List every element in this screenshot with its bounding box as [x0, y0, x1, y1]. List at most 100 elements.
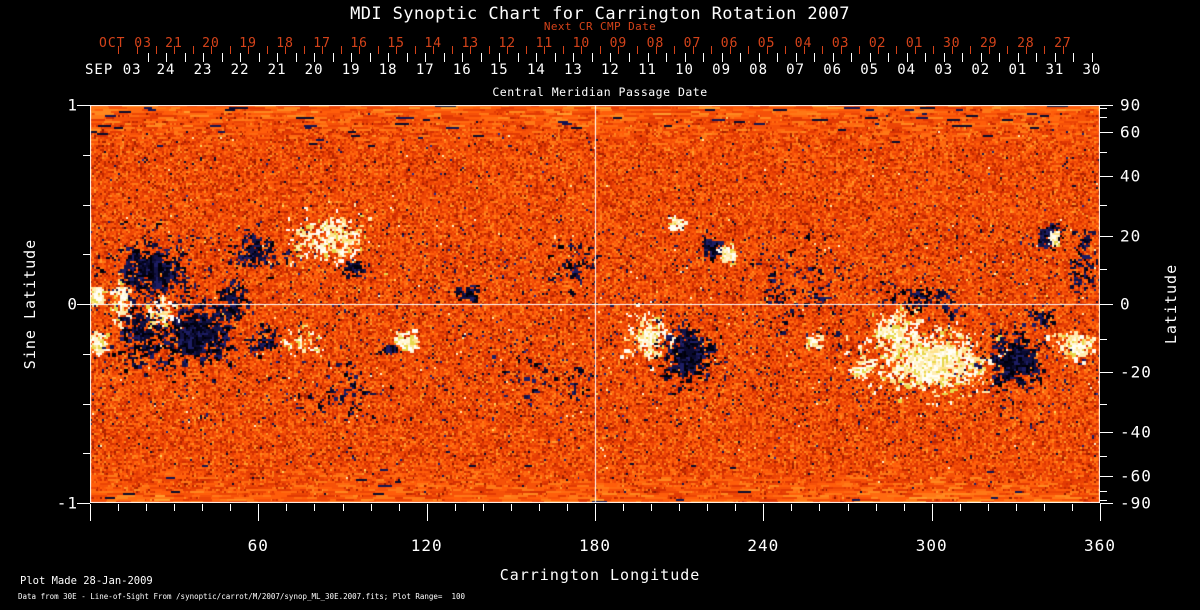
right-axis-tick [1100, 176, 1113, 178]
cmp-axis-tick [1091, 53, 1093, 62]
left-axis-tick [83, 403, 90, 405]
cmp-axis-tick [999, 53, 1001, 62]
cmp-axis-tick [462, 53, 464, 62]
right-axis-tick-label: -60 [1120, 466, 1152, 486]
next-cr-day-label: 19 [239, 36, 257, 51]
bottom-axis-title: Carrington Longitude [499, 566, 701, 584]
bottom-axis-tick [482, 504, 484, 511]
cmp-axis-tick [388, 53, 390, 62]
bottom-axis-tick [566, 504, 568, 511]
next-cr-axis-tick [748, 46, 750, 54]
bottom-axis-tick [174, 504, 176, 511]
next-cr-axis-tick [692, 46, 694, 54]
right-axis-tick [1100, 476, 1113, 478]
next-cr-axis-tick [155, 46, 157, 54]
cmp-axis-tick [1054, 53, 1056, 62]
next-cr-day-label: 07 [683, 36, 702, 51]
cmp-day-label: 12 [600, 62, 620, 78]
bottom-axis-tick [342, 504, 344, 511]
cmp-axis-tick [240, 53, 242, 62]
cmp-axis-tick [869, 53, 871, 62]
bottom-axis-tick [819, 504, 821, 511]
left-axis-tick [83, 254, 90, 256]
cmp-axis-tick [406, 53, 408, 62]
cmp-axis-tick [332, 53, 334, 62]
next-cr-axis-tick [544, 46, 546, 54]
right-axis-tick [1100, 456, 1107, 458]
next-cr-axis-tick [192, 46, 194, 54]
right-axis-tick-label: -40 [1120, 422, 1152, 442]
cmp-axis-tick [480, 53, 482, 62]
bottom-axis-tick [763, 504, 765, 521]
bottom-axis-tick [791, 504, 793, 511]
right-axis-tick [1100, 151, 1107, 153]
cmp-axis-tick [166, 53, 167, 62]
next-cr-axis-tick [1062, 46, 1064, 54]
right-axis-tick [1100, 117, 1107, 118]
bottom-axis-tick [118, 504, 120, 511]
cmp-axis-tick [906, 53, 908, 62]
next-cr-axis-tick [970, 46, 972, 54]
cmp-axis-tick [425, 53, 427, 62]
next-cr-day-label: 18 [276, 36, 294, 51]
cmp-day-label: 11 [638, 62, 657, 78]
bottom-axis-tick [987, 504, 989, 511]
right-axis-tick [1100, 372, 1113, 374]
bottom-axis-tick [1071, 504, 1073, 511]
cmp-axis-tick [925, 53, 927, 62]
next-cr-axis-tick [229, 46, 231, 54]
cmp-axis-tick [147, 53, 149, 62]
next-cr-day-label: 29 [979, 36, 998, 51]
right-axis-tick [1100, 235, 1113, 237]
bottom-axis-tick-label: 240 [747, 536, 780, 555]
left-axis-tick-label: -1 [56, 493, 78, 513]
bottom-axis-tick [931, 504, 933, 521]
cmp-axis-tick [573, 53, 575, 62]
cmp-axis-tick [221, 53, 223, 62]
bottom-axis-tick-label: 60 [247, 536, 269, 555]
cmp-day-label: 03 [934, 62, 954, 78]
next-cr-axis-tick [266, 46, 268, 54]
left-axis-tick-label: 1 [67, 95, 78, 115]
cmp-day-label: 19 [341, 62, 361, 78]
left-axis-tick-label: 0 [67, 294, 78, 314]
bottom-axis-tick [230, 504, 232, 511]
cmp-axis-tick [832, 53, 834, 62]
bottom-axis-tick [959, 504, 961, 511]
next-cr-axis-tick [988, 46, 990, 54]
right-axis-tick [1100, 500, 1107, 501]
next-cr-day-label: 13 [461, 36, 480, 51]
next-cr-axis-tick [840, 46, 842, 54]
next-cr-day-label: 11 [535, 36, 554, 51]
cmp-axis-tick [684, 53, 686, 62]
next-cr-axis-tick [896, 46, 898, 54]
bottom-axis-tick [707, 504, 709, 511]
right-axis-tick [1100, 131, 1113, 133]
cmp-axis-tick [943, 53, 945, 62]
cmp-axis-tick [314, 53, 316, 62]
next-cr-axis-tick [359, 46, 361, 54]
bottom-axis-tick [538, 504, 540, 511]
next-cr-axis-tick [729, 46, 731, 54]
bottom-axis-tick [426, 504, 428, 521]
left-axis-tick [83, 353, 90, 355]
next-cr-axis-tick [396, 46, 398, 54]
right-axis-tick-label: 90 [1120, 95, 1142, 115]
bottom-axis-tick [370, 504, 372, 511]
cmp-day-label: 16 [452, 62, 472, 78]
cmp-axis-tick [647, 53, 649, 62]
cmp-axis-tick [1017, 53, 1019, 62]
cmp-day-label: 18 [378, 62, 398, 78]
next-cr-axis-tick [785, 46, 787, 54]
next-cr-axis-tick [562, 46, 564, 54]
cmp-day-label: 30 [1082, 62, 1102, 78]
cmp-axis-tick [888, 53, 890, 62]
cmp-day-label: 15 [489, 62, 509, 78]
next-cr-day-label: 28 [1017, 36, 1035, 51]
cmp-axis-tick [1073, 53, 1075, 62]
next-cr-axis-tick [488, 46, 490, 54]
right-axis-tick [1100, 204, 1107, 206]
bottom-axis-tick-label: 180 [579, 536, 611, 555]
cmp-axis-tick [351, 53, 353, 62]
next-cr-axis-tick [933, 46, 935, 54]
